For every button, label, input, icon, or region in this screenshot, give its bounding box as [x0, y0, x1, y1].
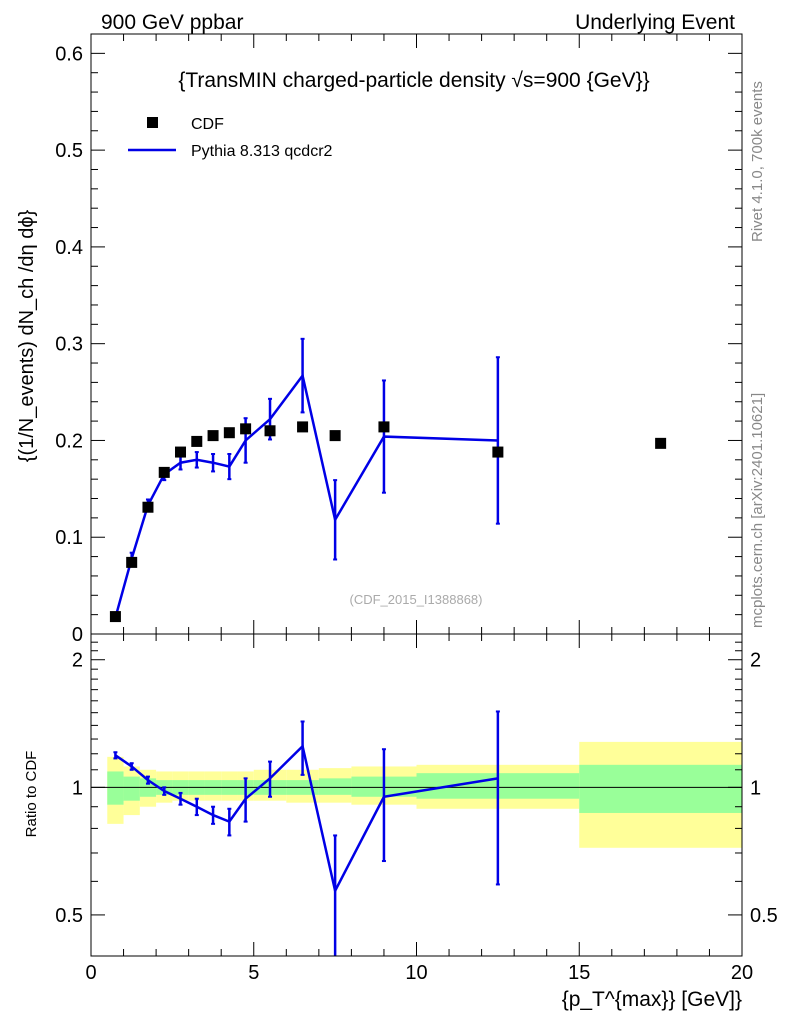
legend: CDF Pythia 8.313 qcdcr2	[128, 116, 333, 160]
ratio-y-tick-label: 1	[72, 777, 83, 799]
data-point	[297, 421, 309, 433]
x-tick-label: 5	[248, 962, 259, 984]
data-point	[109, 611, 121, 623]
data-point	[158, 466, 170, 478]
legend-label-pythia: Pythia 8.313 qcdcr2	[191, 143, 333, 160]
main-frame	[90, 33, 743, 635]
data-point	[126, 556, 138, 568]
ratio-y-tick-label: 0.5	[55, 905, 83, 927]
ratio-mc-line	[114, 743, 499, 895]
data-point	[655, 437, 667, 449]
data-point	[492, 446, 504, 458]
data-point	[329, 430, 341, 442]
uncertainty-band-inner	[318, 778, 352, 795]
data-point	[240, 423, 252, 435]
ratio-ylabel: Ratio to CDF	[23, 751, 40, 838]
x-tick-label: 20	[731, 962, 753, 984]
mc-line	[114, 372, 498, 618]
data-point	[175, 446, 187, 458]
ratio-y-tick-label-right: 2	[750, 650, 761, 672]
data-point	[264, 425, 276, 437]
y-tick-label: 0.3	[55, 334, 83, 356]
x-tick-label: 15	[568, 962, 590, 984]
x-tick-label: 10	[405, 962, 427, 984]
ratio-y-tick-label-right: 0.5	[750, 905, 778, 927]
mcplots-label: mcplots.cern.ch [arXiv:2401.10621]	[749, 393, 766, 628]
uncertainty-band-inner	[579, 764, 742, 813]
data-point	[223, 427, 235, 439]
ratio-y-tick-label: 2	[72, 650, 83, 672]
data-point	[142, 501, 154, 513]
y-tick-label: 0.5	[55, 140, 83, 162]
y-tick-label: 0.4	[55, 237, 83, 259]
header-left: 900 GeV ppbar	[101, 11, 243, 34]
data-point	[207, 430, 219, 442]
header-right: Underlying Event	[575, 11, 735, 34]
x-tick-label: 0	[85, 962, 96, 984]
main-panel: 0 0.1 0.2 0.3 0.4 0.5 0.6 {TransMIN charged-pa…	[16, 33, 743, 646]
ratio-y-tick-label-right: 1	[750, 777, 761, 799]
y-tick-label: 0.6	[55, 43, 83, 65]
analysis-watermark: (CDF_2015_I1388868)	[350, 592, 483, 607]
rivet-label: Rivet 4.1.0, 700k events	[749, 81, 766, 242]
uncertainty-band-inner	[123, 776, 140, 801]
uncertainty-band-inner	[107, 771, 124, 805]
y-tick-label: 0.1	[55, 527, 83, 549]
legend-marker-cdf	[147, 117, 158, 128]
ratio-panel: 0.5 0.5 1 1 2 2 0 5 10 15 20 Ratio to CDF {p_T^{m…	[23, 633, 778, 1011]
data-point	[191, 435, 203, 447]
data-point	[378, 421, 390, 433]
y-tick-label: 0	[72, 624, 83, 646]
main-title: {TransMIN charged-particle density √s=90…	[178, 69, 649, 92]
legend-label-cdf: CDF	[191, 116, 224, 133]
x-axis-label: {p_T^{max}} [GeV]}	[562, 988, 742, 1011]
main-ylabel: {(1/N_events) dN_ch /dη dϕ}	[16, 209, 38, 462]
y-tick-label: 0.2	[55, 430, 83, 452]
